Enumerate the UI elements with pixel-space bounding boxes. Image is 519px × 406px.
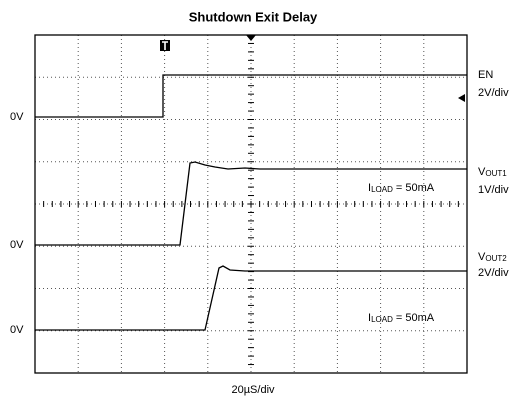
- load-note: ILOAD = 50mA: [368, 182, 435, 194]
- note-main: I: [368, 312, 371, 324]
- ground-label: 0V: [10, 111, 24, 123]
- note-rest: = 50mA: [393, 182, 435, 194]
- channel-scale: 2V/div: [478, 87, 509, 99]
- channel-scale: 1V/div: [478, 184, 509, 196]
- trigger-icon-letter: [162, 41, 168, 50]
- label-main: V: [478, 251, 486, 263]
- note-sub: LOAD: [371, 315, 393, 324]
- graticule: [34, 34, 468, 374]
- channel-label: EN: [478, 69, 493, 81]
- vout1-trace: [35, 161, 467, 246]
- trigger-level-marker: [458, 94, 465, 102]
- channel-label: VOUT1: [478, 166, 507, 178]
- en-trace: [35, 74, 467, 118]
- ground-label: 0V: [10, 239, 24, 251]
- channel-label: VOUT2: [478, 251, 507, 263]
- channel-scale: 2V/div: [478, 267, 509, 279]
- label-main: V: [478, 166, 486, 178]
- label-sub: OUT1: [485, 169, 507, 178]
- note-main: I: [368, 182, 371, 194]
- label-sub: OUT2: [485, 254, 507, 263]
- load-note: ILOAD = 50mA: [368, 312, 435, 324]
- note-sub: LOAD: [371, 185, 393, 194]
- timebase-label: 20µS/div: [231, 384, 275, 396]
- vout2-trace: [35, 265, 467, 331]
- title: Shutdown Exit Delay: [189, 9, 318, 24]
- note-rest: = 50mA: [393, 312, 435, 324]
- ground-label: 0V: [10, 324, 24, 336]
- trigger-position-marker: [246, 35, 256, 41]
